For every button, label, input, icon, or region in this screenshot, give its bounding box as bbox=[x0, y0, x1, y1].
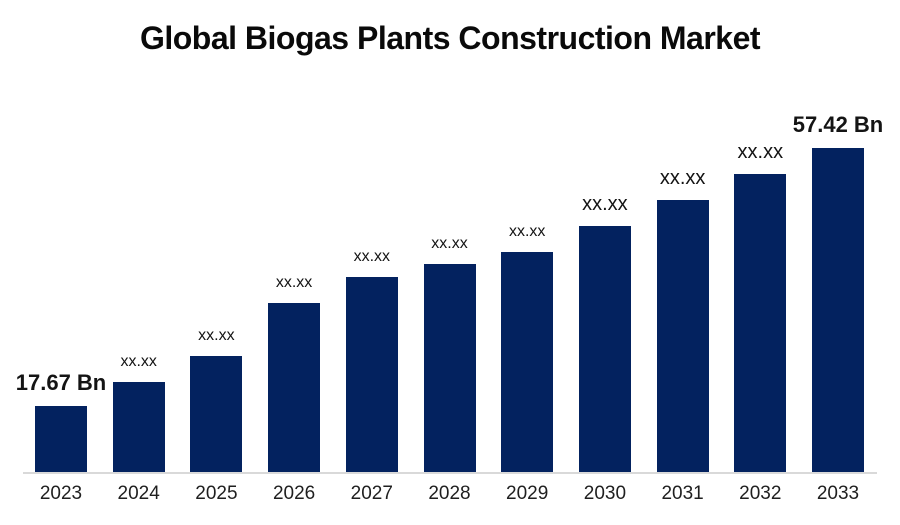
bar-2028 bbox=[423, 264, 476, 472]
x-axis-label-2023: 2023 bbox=[39, 483, 83, 504]
bar-2033 bbox=[812, 148, 864, 472]
chart-title: Global Biogas Plants Construction Market bbox=[139, 20, 761, 56]
bar-2026 bbox=[268, 303, 321, 472]
x-axis-label-2027: 2027 bbox=[350, 483, 393, 504]
x-axis-label-2033: 2033 bbox=[816, 483, 860, 504]
x-axis-label-2032: 2032 bbox=[739, 483, 782, 504]
bar-value-label-2028: xx.xx bbox=[431, 235, 468, 252]
bar-value-label-2025: xx.xx bbox=[198, 327, 235, 344]
bar-2030 bbox=[578, 226, 631, 472]
x-axis-label-2030: 2030 bbox=[583, 483, 627, 504]
bar-value-label-2032: xx.xx bbox=[737, 141, 784, 163]
bar-2032 bbox=[734, 174, 787, 472]
bar-2025 bbox=[190, 356, 243, 472]
x-axis-label-2025: 2025 bbox=[195, 483, 238, 504]
bar-value-label-2033: 57.42 Bn bbox=[792, 112, 884, 137]
bar-2023 bbox=[35, 406, 87, 472]
x-axis-label-2031: 2031 bbox=[661, 483, 704, 504]
x-axis-label-2024: 2024 bbox=[117, 483, 160, 504]
x-axis-label-2026: 2026 bbox=[272, 483, 316, 504]
x-axis-label-2028: 2028 bbox=[428, 483, 471, 504]
bar-2029 bbox=[501, 252, 554, 472]
bar-2024 bbox=[112, 382, 165, 472]
bar-value-label-2030: xx.xx bbox=[582, 193, 628, 215]
bar-value-label-2029: xx.xx bbox=[508, 223, 546, 240]
x-axis-line bbox=[23, 472, 877, 474]
bar-value-label-2024: xx.xx bbox=[120, 353, 157, 370]
bar-value-label-2031: xx.xx bbox=[659, 167, 706, 189]
bar-2031 bbox=[656, 200, 709, 472]
x-axis-label-2029: 2029 bbox=[506, 483, 549, 504]
bar-2027 bbox=[345, 277, 398, 472]
bar-value-label-2026: xx.xx bbox=[275, 274, 313, 291]
bar-value-label-2027: xx.xx bbox=[353, 248, 391, 265]
bar-value-label-2023: 17.67 Bn bbox=[15, 370, 107, 395]
